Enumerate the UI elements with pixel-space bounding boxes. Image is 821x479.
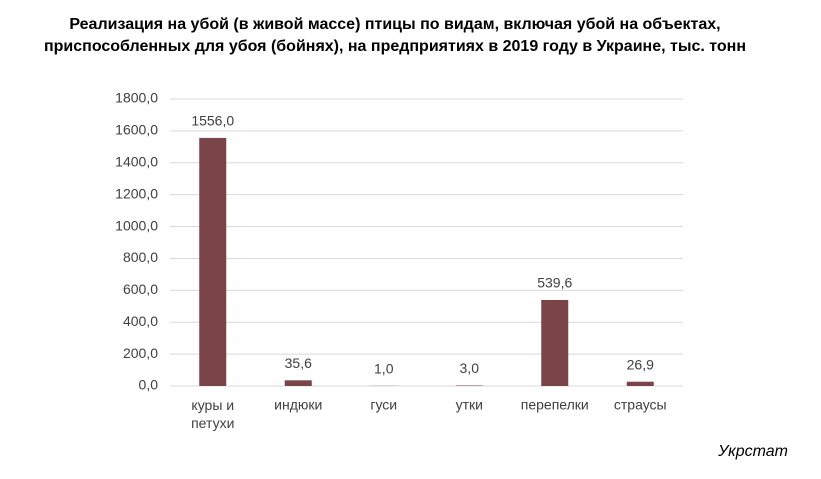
y-tick-label: 1800,0 <box>115 90 158 106</box>
x-tick-label: куры и петухи <box>191 397 234 431</box>
bar <box>284 380 312 386</box>
x-tick-label: перепелки <box>521 397 589 413</box>
data-label: 1556,0 <box>191 113 234 129</box>
y-tick-label: 1000,0 <box>115 217 158 233</box>
x-tick-label: страусы <box>614 397 667 413</box>
x-tick-label: гуси <box>370 397 397 413</box>
bar <box>541 299 569 386</box>
y-tick-label: 1200,0 <box>115 185 158 201</box>
data-label: 26,9 <box>627 356 654 372</box>
x-tick-label: утки <box>456 397 483 413</box>
y-tick-label: 600,0 <box>123 281 158 297</box>
y-tick-label: 1600,0 <box>115 122 158 138</box>
data-label: 539,6 <box>537 275 572 291</box>
y-tick-label: 400,0 <box>123 313 158 329</box>
data-label: 1,0 <box>374 361 394 377</box>
bar <box>626 381 654 386</box>
chart-title: Реализация на убой (в живой массе) птицы… <box>43 16 746 55</box>
x-tick-label-line: куры и <box>191 397 234 413</box>
y-tick-label: 200,0 <box>123 345 158 361</box>
y-tick-label: 0,0 <box>139 377 159 393</box>
source: Укрстат <box>717 443 788 460</box>
bar <box>199 137 227 386</box>
x-tick-label-line: петухи <box>191 415 234 431</box>
x-tick-label: индюки <box>274 397 322 413</box>
y-tick-label: 1400,0 <box>115 153 158 169</box>
data-label: 3,0 <box>460 360 480 376</box>
data-label: 35,6 <box>285 355 312 371</box>
y-tick-label: 800,0 <box>123 249 158 265</box>
